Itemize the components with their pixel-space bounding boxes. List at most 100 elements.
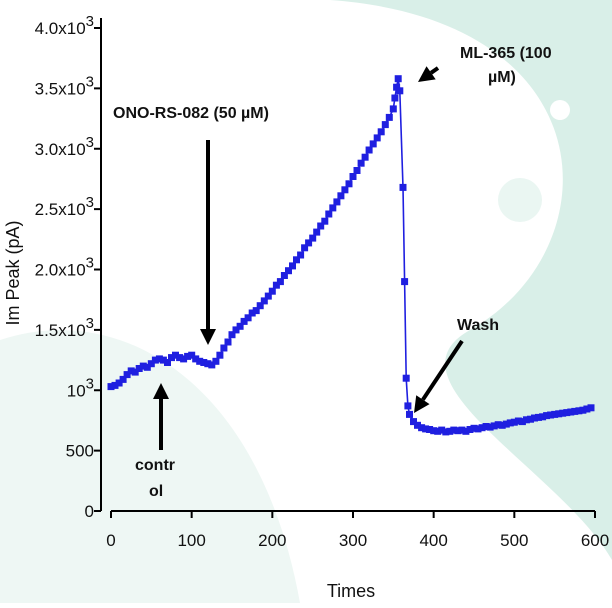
- data-point: [446, 427, 454, 435]
- annotation-ml365-line2: µM): [488, 69, 516, 86]
- data-point: [539, 413, 547, 421]
- x-axis-title: Times: [327, 581, 375, 601]
- data-point: [522, 416, 530, 424]
- data-point: [345, 180, 353, 188]
- data-point: [434, 427, 442, 435]
- data-point: [579, 406, 587, 414]
- data-point: [402, 374, 410, 382]
- arrow-ono-rs-082: [200, 140, 216, 345]
- data-point: [559, 409, 567, 417]
- data-point: [131, 368, 139, 376]
- data-point: [220, 344, 228, 352]
- data-point: [531, 414, 538, 422]
- background-bubble: [474, 249, 486, 261]
- data-point: [401, 278, 409, 286]
- data-point: [365, 146, 373, 154]
- data-point: [321, 217, 329, 225]
- data-point: [289, 262, 296, 270]
- data-point: [180, 355, 188, 363]
- data-point: [535, 413, 542, 421]
- data-point: [164, 359, 171, 366]
- annotation-control-line1: contr: [135, 457, 175, 474]
- data-point: [547, 411, 555, 419]
- data-point: [260, 297, 268, 305]
- data-point: [399, 183, 407, 191]
- arrow-wash: [414, 339, 464, 413]
- data-point: [192, 355, 200, 363]
- data-point: [442, 428, 450, 436]
- data-point: [151, 356, 159, 364]
- background-bubble: [550, 100, 570, 120]
- data-point: [385, 113, 393, 121]
- data-point: [353, 167, 361, 174]
- data-point: [256, 302, 264, 310]
- data-point: [123, 371, 131, 379]
- y-tick-label: 500: [66, 442, 94, 461]
- background-bubble: [498, 178, 542, 222]
- data-point: [474, 425, 482, 433]
- data-point: [418, 424, 426, 432]
- x-tick-label: 600: [581, 531, 609, 550]
- data-point: [458, 426, 466, 434]
- data-point: [155, 355, 163, 363]
- data-point: [575, 407, 583, 415]
- data-point: [176, 354, 184, 362]
- data-point: [208, 361, 216, 369]
- y-tick-label: 0: [85, 502, 94, 521]
- data-point: [252, 307, 260, 315]
- data-point: [232, 326, 240, 334]
- data-point: [139, 362, 147, 370]
- data-point: [361, 153, 369, 161]
- arrow-control: [153, 383, 169, 450]
- data-point: [127, 367, 135, 375]
- data-point: [268, 287, 276, 295]
- data-point: [381, 121, 389, 129]
- data-point: [159, 356, 167, 364]
- data-point: [551, 410, 559, 418]
- data-point: [438, 426, 446, 434]
- data-point: [391, 94, 399, 102]
- data-point: [301, 244, 309, 252]
- data-point: [337, 192, 345, 200]
- data-point: [305, 239, 313, 247]
- x-tick-label: 500: [500, 531, 528, 550]
- data-point: [147, 360, 155, 368]
- data-point: [107, 383, 115, 391]
- data-point: [212, 357, 220, 365]
- data-point: [406, 410, 413, 418]
- data-point: [563, 409, 571, 417]
- data-point: [341, 186, 349, 194]
- y-tick-label: 4.0x103: [35, 13, 94, 38]
- data-point: [555, 410, 563, 418]
- data-point: [293, 256, 300, 264]
- data-point: [143, 363, 151, 371]
- x-tick-label: 0: [106, 531, 115, 550]
- data-point: [236, 322, 244, 330]
- data-point: [369, 140, 377, 148]
- annotation-ono-rs-082: ONO-RS-082 (50 µM): [113, 105, 269, 122]
- y-tick-label: 1.5x103: [35, 315, 94, 340]
- x-tick-label: 300: [339, 531, 367, 550]
- data-point: [111, 381, 119, 389]
- data-point: [204, 360, 212, 368]
- y-tick-label: 3.5x103: [35, 73, 94, 98]
- y-tick-label: 103: [67, 375, 94, 400]
- data-point: [240, 317, 248, 325]
- data-point: [280, 272, 288, 279]
- data-point: [450, 426, 458, 434]
- data-point: [373, 134, 381, 142]
- data-point: [135, 365, 143, 372]
- data-point: [248, 309, 256, 317]
- annotations: ONO-RS-082 (50 µM) ML-365 (100 µM) Wash …: [113, 45, 552, 500]
- data-point: [482, 423, 490, 430]
- data-point: [583, 405, 591, 413]
- y-axis-title: Im Peak (pA): [3, 220, 23, 325]
- data-point: [119, 375, 127, 383]
- data-point: [396, 87, 404, 95]
- data-point: [414, 421, 421, 429]
- data-point: [430, 427, 438, 435]
- data-point: [325, 210, 333, 218]
- annotation-control-line2: ol: [149, 483, 163, 500]
- data-point: [349, 173, 357, 180]
- data-point: [272, 281, 280, 289]
